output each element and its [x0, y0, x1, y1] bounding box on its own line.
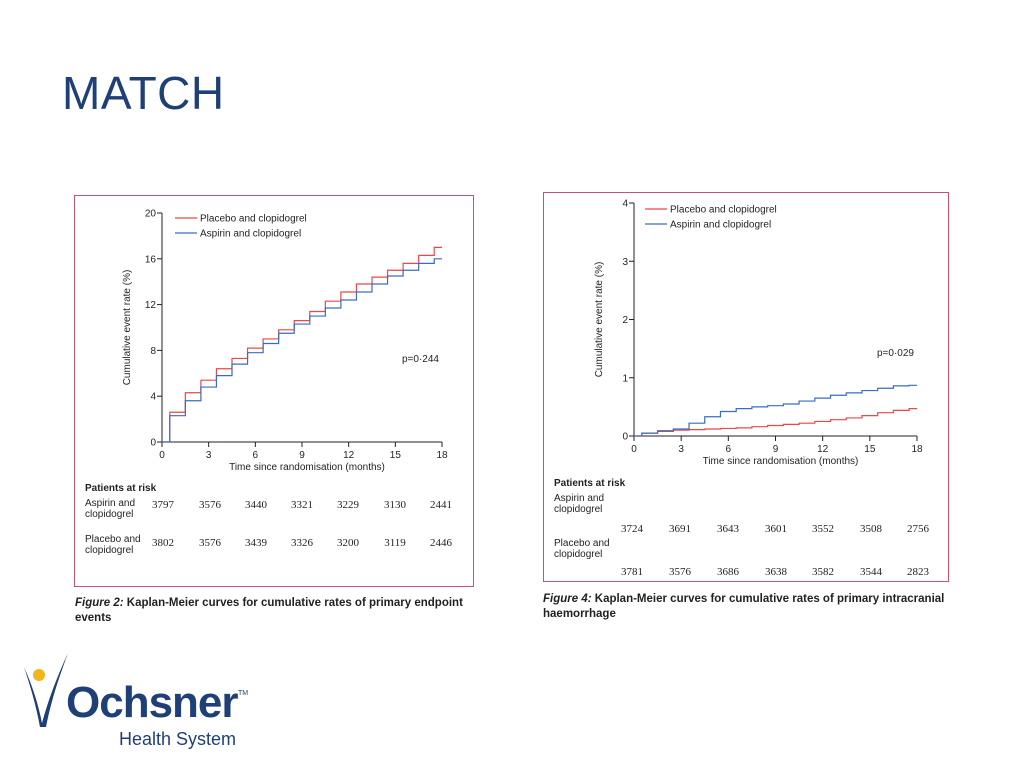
x-tick-label: 12 — [817, 444, 829, 455]
x-axis-label: Time since randomisation (months) — [229, 462, 385, 473]
y-tick-label: 8 — [150, 346, 156, 357]
legend-label: Placebo and clopidogrel — [670, 205, 777, 216]
caption-figure-number: Figure 4: — [543, 593, 592, 605]
logo-swoosh-icon — [24, 653, 68, 727]
x-tick-label: 0 — [159, 450, 165, 461]
risk-row-label: Aspirin and clopidogrel — [85, 498, 136, 520]
risk-value: 3576 — [199, 499, 221, 511]
risk-value: 3229 — [337, 499, 359, 511]
legend-label: Aspirin and clopidogrel — [670, 220, 771, 231]
risk-value: 3439 — [245, 537, 267, 549]
y-tick-label: 1 — [622, 373, 628, 384]
x-tick-label: 0 — [631, 444, 637, 455]
risk-value: 3200 — [337, 537, 359, 549]
risk-value: 3582 — [812, 566, 834, 578]
risk-value: 2446 — [430, 537, 452, 549]
risk-row-aspirin: Aspirin and clopidogrel 3724 3691 3643 3… — [554, 493, 944, 535]
x-tick-label: 15 — [390, 450, 402, 461]
risk-table-left: Patients at risk Aspirin and clopidogrel… — [85, 483, 465, 570]
caption-figure-number: Figure 2: — [75, 597, 124, 609]
risk-value: 3802 — [152, 537, 174, 549]
legend-label: Placebo and clopidogrel — [200, 214, 307, 225]
risk-table-title: Patients at risk — [85, 483, 157, 494]
risk-value: 3326 — [291, 537, 313, 549]
series-line-aspirin — [634, 384, 917, 437]
risk-table-title: Patients at risk — [554, 478, 626, 489]
x-tick-label: 3 — [678, 444, 684, 455]
figure-left-panel: 0 4 8 12 16 20 0 3 6 9 12 15 18 Time since randomisat… — [74, 195, 474, 587]
series-line-placebo — [634, 408, 917, 437]
risk-row-placebo: Placebo and clopidogrel 3781 3576 3686 3… — [554, 538, 944, 578]
y-tick-label: 4 — [622, 199, 628, 210]
risk-value: 2441 — [430, 499, 452, 511]
y-tick-label: 0 — [150, 438, 156, 449]
risk-value: 3638 — [765, 566, 787, 578]
y-axis-label: Cumulative event rate (%) — [122, 270, 133, 386]
x-tick-label: 15 — [864, 444, 876, 455]
y-tick-label: 0 — [622, 432, 628, 443]
chart-left: 0 4 8 12 16 20 0 3 6 9 12 15 18 Time since randomisat… — [122, 209, 448, 474]
risk-value: 3643 — [717, 523, 739, 535]
caption-text: Kaplan-Meier curves for cumulative rates… — [543, 593, 945, 620]
x-tick-label: 18 — [436, 450, 448, 461]
risk-row-label: Placebo and clopidogrel — [85, 534, 141, 556]
p-value-label: p=0·244 — [402, 354, 439, 365]
risk-value: 3797 — [152, 499, 174, 511]
x-tick-label: 3 — [206, 450, 212, 461]
x-tick-label: 12 — [343, 450, 355, 461]
x-tick-label: 6 — [726, 444, 732, 455]
y-tick-label: 20 — [145, 209, 157, 220]
risk-value: 3119 — [384, 537, 406, 549]
x-tick-label: 9 — [773, 444, 779, 455]
series-line-placebo — [162, 246, 442, 443]
y-tick-label: 16 — [145, 254, 157, 265]
x-tick-label: 18 — [911, 444, 923, 455]
risk-value: 3781 — [621, 566, 643, 578]
logo-dot-icon — [33, 669, 45, 681]
risk-value: 3576 — [199, 537, 221, 549]
risk-value: 3552 — [812, 523, 834, 535]
risk-value: 2756 — [907, 523, 929, 535]
risk-value: 3601 — [765, 523, 787, 535]
p-value-label: p=0·029 — [877, 348, 914, 359]
ochsner-logo: Ochsner TM Health System — [24, 653, 248, 749]
y-tick-label: 3 — [622, 257, 628, 268]
slide-title: MATCH — [62, 67, 225, 119]
risk-row-aspirin: Aspirin and clopidogrel 3797 3576 3440 3… — [85, 498, 465, 534]
figure-caption-left: Figure 2: Kaplan-Meier curves for cumula… — [75, 596, 495, 626]
figure-caption-right: Figure 4: Kaplan-Meier curves for cumula… — [543, 592, 953, 622]
logo-brand-text: Ochsner — [66, 678, 238, 727]
figure-right-panel: 0 1 2 3 4 0 3 6 9 12 15 18 Time since randomisation … — [543, 192, 949, 582]
risk-value: 3724 — [621, 523, 643, 535]
y-tick-label: 12 — [145, 300, 157, 311]
series-line-aspirin — [162, 258, 442, 443]
risk-value: 3544 — [860, 566, 882, 578]
risk-value: 3321 — [291, 499, 313, 511]
logo-sub-text: Health System — [119, 729, 236, 749]
risk-value: 3130 — [384, 499, 406, 511]
risk-table-right: Patients at risk Aspirin and clopidogrel… — [554, 478, 944, 578]
logo-tm-text: TM — [238, 690, 248, 697]
risk-value: 3576 — [669, 566, 691, 578]
risk-row-label: Aspirin and clopidogrel — [554, 493, 605, 515]
risk-row-label: Placebo and clopidogrel — [554, 538, 610, 560]
legend-label: Aspirin and clopidogrel — [200, 229, 301, 240]
x-tick-label: 9 — [299, 450, 305, 461]
risk-value: 3691 — [669, 523, 691, 535]
y-tick-label: 4 — [150, 392, 156, 403]
x-axis-label: Time since randomisation (months) — [703, 456, 859, 467]
x-tick-label: 6 — [253, 450, 259, 461]
risk-value: 3686 — [717, 566, 739, 578]
risk-value: 3508 — [860, 523, 882, 535]
caption-text: Kaplan-Meier curves for cumulative rates… — [75, 597, 463, 624]
risk-value: 3440 — [245, 499, 267, 511]
y-axis-label: Cumulative event rate (%) — [594, 262, 605, 378]
risk-value: 2823 — [907, 566, 929, 578]
y-tick-label: 2 — [622, 315, 628, 326]
risk-row-placebo: Placebo and clopidogrel 3802 3576 3439 3… — [85, 534, 465, 570]
